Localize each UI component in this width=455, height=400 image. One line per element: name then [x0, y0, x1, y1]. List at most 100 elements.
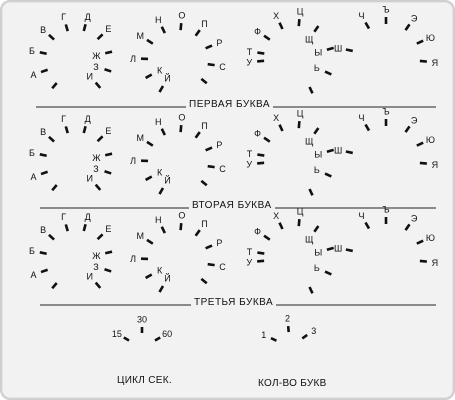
dial-letter-label: И — [87, 71, 93, 81]
dial-letter-label: У — [246, 58, 252, 68]
dial-contact-mark — [48, 135, 55, 143]
dial-contact-mark — [278, 222, 284, 230]
dial-letter-label: В — [40, 225, 46, 235]
dial-contact-mark — [278, 124, 284, 132]
letter-dial-3-1[interactable]: А Б В Г Д Е ЖЗИ — [29, 212, 113, 290]
letter-dial-2-4[interactable]: Ш Ч Ъ ЭЮ Я — [334, 107, 438, 170]
letter-dial-3-2[interactable]: ЙК Л МН О ПР С — [130, 211, 226, 293]
dial-letter-label: К — [157, 168, 163, 178]
dial-contact-mark — [82, 223, 87, 232]
letter-dial-2-3[interactable]: УТФ Х Ц ЩЫЬ — [246, 109, 335, 196]
dial-letter-label: Ь — [314, 63, 320, 73]
dial-letter-label: Ь — [314, 165, 320, 175]
dial-letter-label: Х — [273, 211, 279, 221]
dial-letter-label: Ц — [297, 7, 304, 17]
dial-letter-label: Я — [432, 58, 439, 68]
dial-contact-mark — [104, 50, 113, 55]
letter-dial-2-2[interactable]: ЙК Л МН О ПР С — [130, 113, 226, 195]
dial-contact-mark — [308, 188, 314, 196]
selector-value-label: 3 — [311, 326, 316, 336]
dial-contact-mark — [263, 136, 271, 143]
dial-contact-mark — [364, 21, 371, 30]
dial-letter-label: Щ — [305, 35, 314, 45]
selector-value-label: 2 — [285, 314, 290, 324]
dial-contact-mark — [145, 73, 153, 80]
dial-letter-label: Ь — [314, 263, 320, 273]
dial-contact-mark — [257, 59, 265, 63]
dial-letter-label: Н — [155, 117, 162, 127]
letter-dial-1-2[interactable]: ЙК Л МН О ПР С — [130, 11, 226, 93]
selector-contact-mark — [154, 336, 161, 342]
letter-dial-1-3[interactable]: УТФ Х Ц ЩЫЬ — [246, 7, 335, 94]
dial-contact-mark — [96, 233, 104, 241]
dial-letter-label: С — [219, 164, 226, 174]
dial-letter-label: Ц — [297, 207, 304, 217]
dial-contact-mark — [257, 251, 265, 255]
dial-letter-label: Б — [29, 246, 35, 256]
dial-contact-mark — [40, 68, 49, 74]
dial-letter-label: Л — [130, 254, 136, 264]
dial-contact-mark — [146, 38, 154, 45]
dial-letter-label: А — [30, 70, 36, 80]
dial-contact-mark — [104, 152, 113, 157]
dial-contact-mark — [160, 26, 167, 34]
letter-dial-3-3[interactable]: УТФ Х Ц ЩЫЬ — [246, 207, 335, 294]
dial-contact-mark — [257, 51, 265, 55]
dial-letter-label: М — [137, 231, 145, 241]
dial-letter-label: О — [178, 11, 185, 21]
dial-contact-mark — [82, 125, 87, 134]
letter-dial-1-1[interactable]: А Б В Г Д Е ЖЗИ — [29, 12, 113, 90]
dial-contact-mark — [364, 221, 371, 230]
dial-letter-label: С — [219, 62, 226, 72]
dial-letter-label: Т — [247, 247, 253, 257]
dial-letter-label: В — [40, 25, 46, 35]
letter-dial-2-1[interactable]: А Б В Г Д Е ЖЗИ — [29, 114, 113, 192]
cycle-seconds-selector[interactable]: 15 30 60 — [112, 315, 172, 342]
dial-letter-label: Щ — [305, 137, 314, 147]
dial-letter-label: Й — [164, 73, 170, 84]
dial-letter-label: Щ — [305, 235, 314, 245]
dial-letter-label: М — [137, 133, 145, 143]
dial-letter-label: С — [219, 262, 226, 272]
dial-contact-mark — [297, 19, 301, 27]
dial-letter-label: И — [87, 271, 93, 281]
dial-contact-mark — [313, 225, 320, 233]
dial-letter-label: Ы — [314, 248, 322, 258]
dial-contact-mark — [419, 259, 427, 263]
dial-contact-mark — [263, 34, 271, 41]
dial-letter-label: Ж — [92, 251, 101, 261]
letter-count-selector[interactable]: 1 2 3 — [261, 314, 316, 342]
dial-contact-mark — [200, 179, 208, 187]
letter-dial-3-4[interactable]: Ш Ч Ъ ЭЮ Я — [334, 205, 438, 268]
row-3-caption: ТРЕТЬЯ БУКВА — [191, 297, 277, 308]
row-1-caption: ПЕРВАЯ БУКВА — [186, 99, 274, 110]
dial-letter-label: Ю — [426, 135, 435, 145]
dial-letter-label: З — [93, 164, 98, 174]
dial-letter-label: Ы — [314, 48, 322, 58]
dial-letter-label: Ю — [426, 233, 435, 243]
dial-letter-label: Й — [164, 273, 170, 284]
dial-letter-label: Х — [273, 11, 279, 21]
dial-letter-label: Н — [155, 215, 162, 225]
dial-contact-mark — [48, 233, 55, 241]
dial-letter-label: В — [40, 127, 46, 137]
dial-letter-label: Р — [216, 238, 222, 248]
dial-letter-label: И — [87, 173, 93, 183]
dial-contact-mark — [194, 229, 201, 237]
dial-letter-label: А — [30, 172, 36, 182]
letter-dial-1-4[interactable]: Ш Ч Ъ ЭЮ Я — [334, 5, 438, 68]
dial-letter-label: У — [246, 160, 252, 170]
dial-letter-label: Е — [105, 224, 111, 234]
dial-contact-mark — [345, 48, 354, 53]
dial-contact-mark — [179, 125, 183, 133]
dial-contact-mark — [39, 153, 47, 158]
dial-contact-mark — [200, 77, 208, 85]
dial-letter-label: Р — [216, 140, 222, 150]
dial-letter-label: Э — [411, 213, 418, 223]
dial-letter-label: М — [137, 31, 145, 41]
dial-letter-label: Ц — [297, 109, 304, 119]
dial-contact-mark — [104, 268, 112, 273]
dial-contact-mark — [51, 82, 58, 90]
dial-letter-label: К — [157, 66, 163, 76]
dial-letter-label: Ч — [359, 211, 365, 221]
